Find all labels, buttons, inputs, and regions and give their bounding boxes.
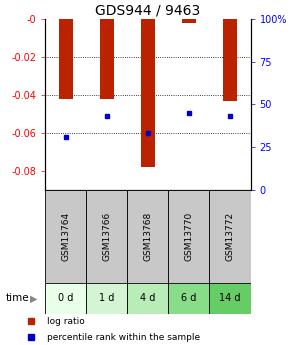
Text: GSM13764: GSM13764 [62, 212, 70, 261]
Text: 1 d: 1 d [99, 294, 115, 303]
Text: 0 d: 0 d [58, 294, 74, 303]
Text: GSM13772: GSM13772 [226, 212, 234, 261]
Text: 14 d: 14 d [219, 294, 241, 303]
Bar [100, 19, 114, 99]
Text: GSM13766: GSM13766 [103, 212, 111, 261]
Bar [59, 19, 73, 99]
Text: ▶: ▶ [30, 294, 38, 303]
Bar [45, 283, 86, 314]
Bar [86, 190, 127, 283]
Bar [127, 283, 168, 314]
Bar [168, 190, 209, 283]
Text: log ratio: log ratio [47, 317, 84, 326]
Bar [141, 19, 155, 167]
Bar [127, 190, 168, 283]
Bar [223, 19, 237, 101]
Bar [209, 283, 251, 314]
Title: GDS944 / 9463: GDS944 / 9463 [95, 4, 201, 18]
Bar [86, 283, 127, 314]
Text: 6 d: 6 d [181, 294, 197, 303]
Text: time: time [6, 294, 30, 303]
Bar [168, 283, 209, 314]
Text: percentile rank within the sample: percentile rank within the sample [47, 333, 200, 342]
Text: GSM13768: GSM13768 [144, 212, 152, 261]
Bar [209, 190, 251, 283]
Bar [45, 190, 86, 283]
Bar [182, 19, 196, 23]
Text: 4 d: 4 d [140, 294, 156, 303]
Text: GSM13770: GSM13770 [185, 212, 193, 261]
